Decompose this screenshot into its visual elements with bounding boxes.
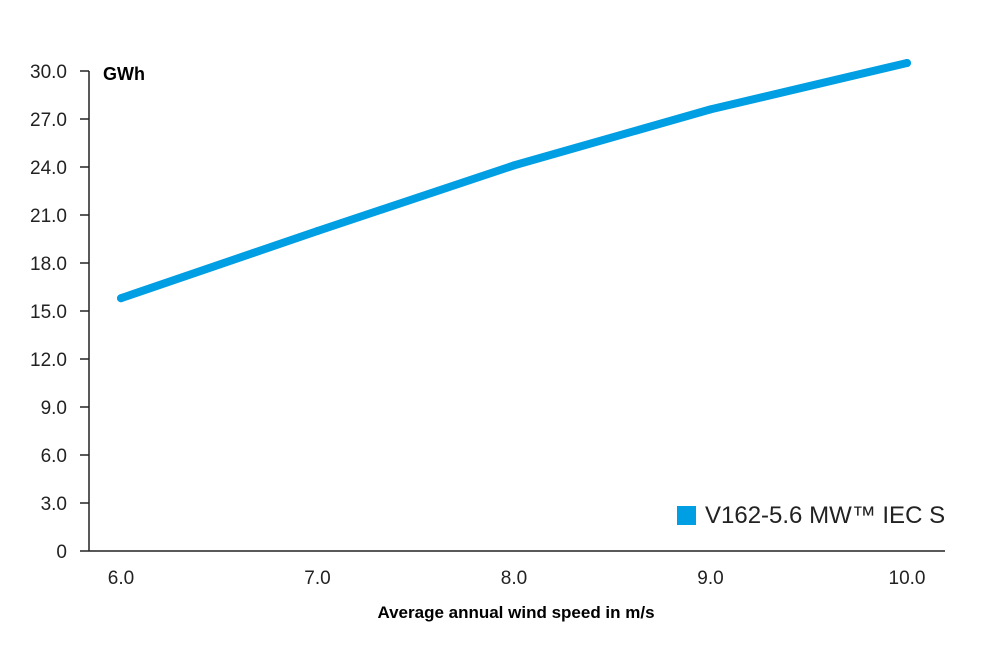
y-tick-label: 27.0 — [30, 110, 67, 131]
unit-label: GWh — [103, 64, 145, 84]
y-axis-ticks: 0 3.0 6.0 9.0 12.0 15.0 18.0 21.0 24.0 27.0 30.0 — [30, 62, 89, 563]
x-tick-label: 9.0 — [697, 568, 723, 589]
x-tick-label: 7.0 — [304, 568, 330, 589]
y-tick-label: 3.0 — [41, 494, 67, 515]
y-tick-label: 24.0 — [30, 158, 67, 179]
y-tick-label: 9.0 — [41, 398, 67, 419]
y-tick-label: 15.0 — [30, 302, 67, 323]
y-tick-label: 0 — [56, 542, 67, 563]
data-point — [510, 161, 518, 170]
y-tick-label: 30.0 — [30, 62, 67, 83]
data-point — [313, 227, 322, 235]
legend-swatch — [677, 506, 696, 525]
series-layer — [117, 59, 911, 303]
x-axis-title: Average annual wind speed in m/s — [377, 603, 654, 622]
x-tick-label: 6.0 — [108, 568, 134, 589]
data-point — [706, 105, 715, 114]
legend: V162-5.6 MW™ IEC S — [677, 502, 945, 529]
x-tick-label: 8.0 — [501, 568, 527, 589]
x-axis-ticks: 6.0 7.0 8.0 9.0 10.0 — [108, 568, 926, 589]
y-tick-label: 6.0 — [41, 446, 67, 467]
series-line — [117, 59, 911, 303]
y-tick-label: 21.0 — [30, 206, 67, 227]
y-tick-label: 12.0 — [30, 350, 67, 371]
data-point — [117, 294, 125, 303]
data-point — [903, 59, 911, 67]
x-tick-label: 10.0 — [889, 568, 926, 589]
y-tick-label: 18.0 — [30, 254, 67, 275]
legend-label: V162-5.6 MW™ IEC S — [705, 502, 945, 529]
